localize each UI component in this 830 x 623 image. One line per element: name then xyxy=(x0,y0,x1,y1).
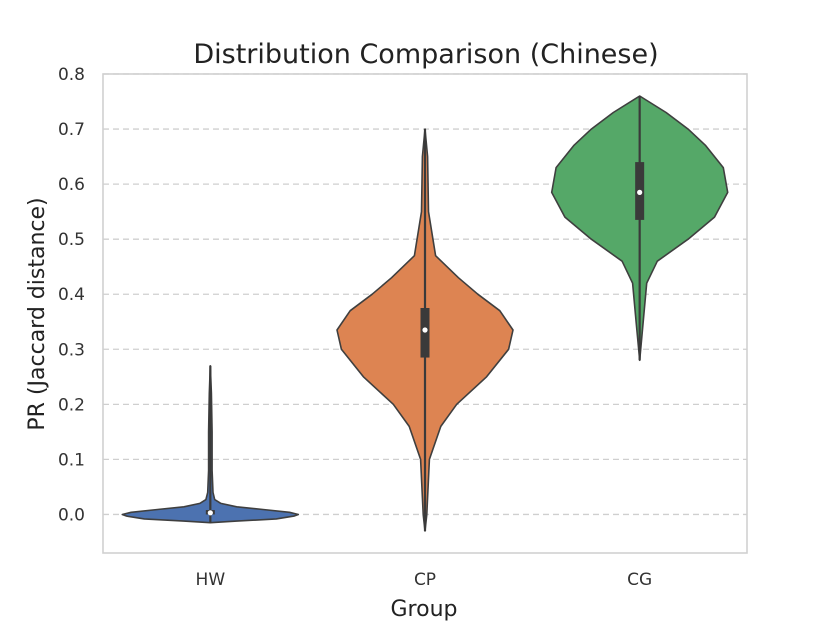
x-tick-label: HW xyxy=(196,570,226,590)
y-tick-label: 0.5 xyxy=(58,230,85,250)
plot-frame xyxy=(102,73,748,554)
iqr-box-cp xyxy=(420,307,430,358)
x-tick-labels: HW CP CG xyxy=(196,570,653,590)
chart-title: Distribution Comparison (Chinese) xyxy=(193,39,658,70)
y-tick-label: 0.2 xyxy=(58,395,85,415)
y-tick-label: 0.8 xyxy=(58,65,85,85)
y-tick-label: 0.3 xyxy=(58,340,85,360)
x-axis-label: Group xyxy=(391,597,458,622)
y-tick-label: 0.6 xyxy=(58,175,85,195)
y-tick-label: 0.7 xyxy=(58,120,85,140)
x-tick-label: CG xyxy=(627,570,652,590)
y-axis-label: PR (Jaccard distance) xyxy=(25,197,50,430)
y-tick-label: 0.4 xyxy=(58,285,85,305)
x-tick-label: CP xyxy=(414,570,436,590)
median-dot-cp xyxy=(422,327,428,333)
violins xyxy=(121,95,729,532)
median-dot-cg xyxy=(637,189,643,195)
median-dot-hw xyxy=(207,510,213,516)
y-tick-label: 0.0 xyxy=(58,505,85,525)
y-tick-label: 0.1 xyxy=(58,450,85,470)
y-tick-labels: 0.0 0.1 0.2 0.3 0.4 0.5 0.6 0.7 0.8 xyxy=(58,65,85,525)
